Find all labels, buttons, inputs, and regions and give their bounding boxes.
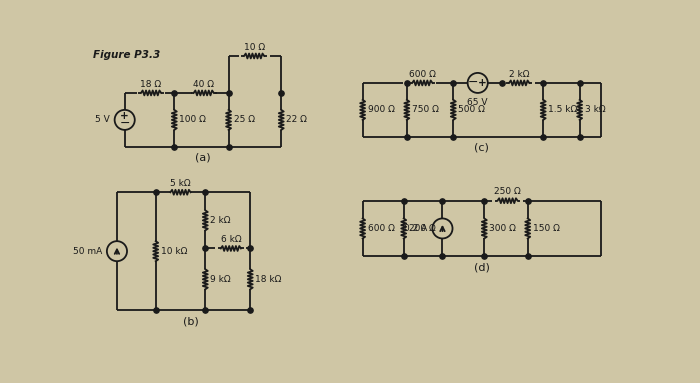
Text: 10 kΩ: 10 kΩ xyxy=(161,247,187,256)
Text: 5 kΩ: 5 kΩ xyxy=(170,179,191,188)
Text: 600 Ω: 600 Ω xyxy=(368,224,395,233)
Text: 250 Ω: 250 Ω xyxy=(494,188,521,196)
Text: 200 Ω: 200 Ω xyxy=(409,224,435,233)
Text: 150 Ω: 150 Ω xyxy=(533,224,559,233)
Text: (a): (a) xyxy=(195,153,211,163)
Text: −: − xyxy=(120,117,130,130)
Text: 25 Ω: 25 Ω xyxy=(234,115,255,124)
Text: 2 kΩ: 2 kΩ xyxy=(210,216,231,225)
Text: 10 Ω: 10 Ω xyxy=(244,43,265,52)
Text: 5 V: 5 V xyxy=(95,115,110,124)
Text: (d): (d) xyxy=(474,262,489,272)
Text: 750 Ω: 750 Ω xyxy=(412,105,439,115)
Text: 900 Ω: 900 Ω xyxy=(368,105,395,115)
Text: 18 Ω: 18 Ω xyxy=(141,80,162,89)
Text: +: + xyxy=(477,78,486,88)
Text: 22 Ω: 22 Ω xyxy=(286,115,307,124)
Text: 600 Ω: 600 Ω xyxy=(409,70,435,79)
Text: 65 V: 65 V xyxy=(468,98,488,106)
Text: +: + xyxy=(120,111,129,121)
Text: 100 Ω: 100 Ω xyxy=(179,115,206,124)
Text: (b): (b) xyxy=(183,316,199,326)
Text: 18 kΩ: 18 kΩ xyxy=(256,275,281,284)
Text: 300 Ω: 300 Ω xyxy=(489,224,516,233)
Text: 0.2 A: 0.2 A xyxy=(405,224,428,233)
Text: 500 Ω: 500 Ω xyxy=(458,105,485,115)
Text: 40 Ω: 40 Ω xyxy=(193,80,214,89)
Text: 2 kΩ: 2 kΩ xyxy=(509,70,529,79)
Text: 50 mA: 50 mA xyxy=(73,247,102,256)
Text: 1.5 kΩ: 1.5 kΩ xyxy=(548,105,578,115)
Text: (c): (c) xyxy=(474,143,489,153)
Text: 6 kΩ: 6 kΩ xyxy=(220,235,241,244)
Text: 9 kΩ: 9 kΩ xyxy=(210,275,231,284)
Text: −: − xyxy=(468,77,479,89)
Text: Figure P3.3: Figure P3.3 xyxy=(93,50,160,60)
Text: 3 kΩ: 3 kΩ xyxy=(584,105,606,115)
